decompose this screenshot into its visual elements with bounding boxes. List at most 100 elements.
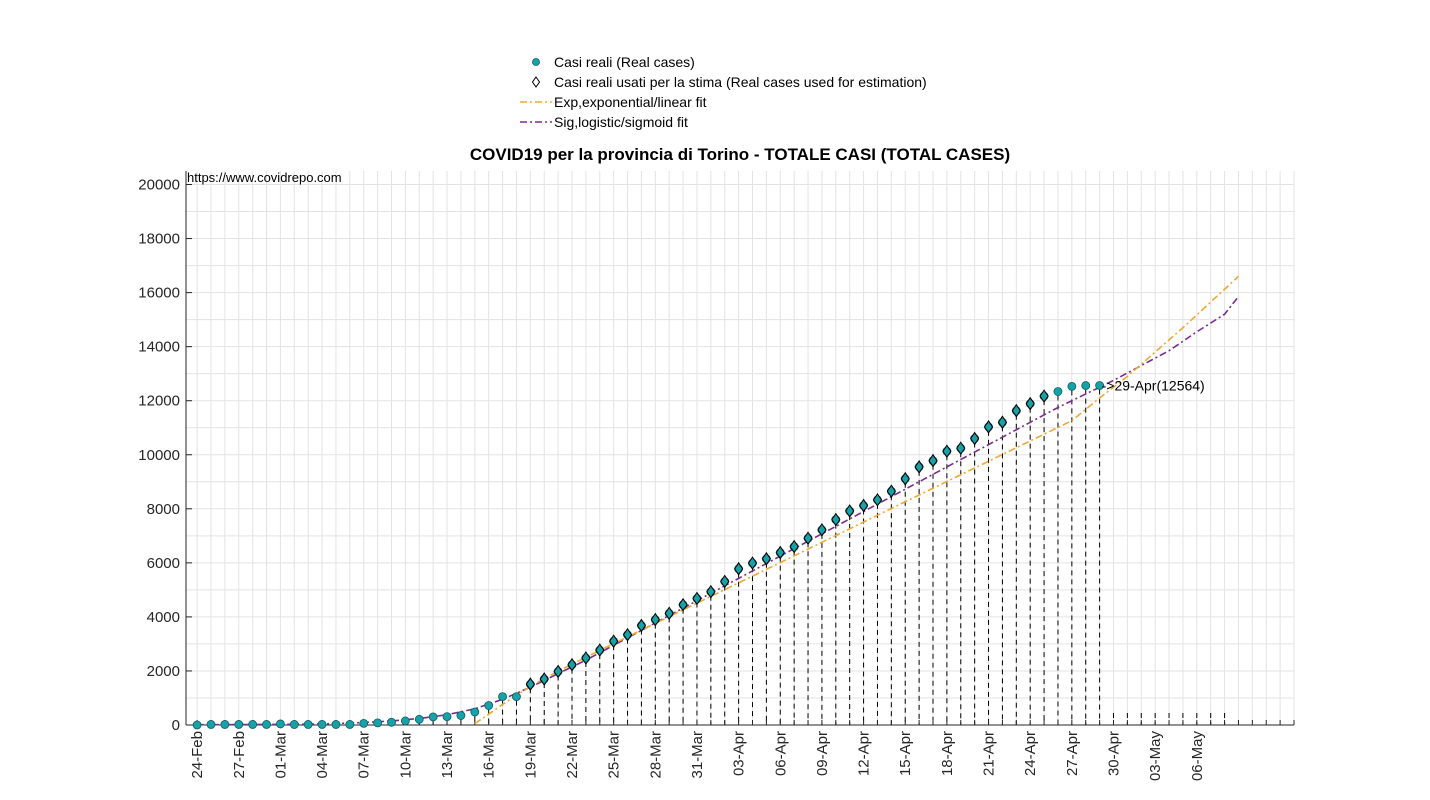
estimation-point — [1039, 389, 1049, 404]
estimation-point — [845, 504, 855, 518]
real-case-point — [512, 692, 521, 702]
real-case-point — [248, 720, 258, 729]
real-case-point — [206, 720, 216, 729]
estimation-point — [872, 492, 883, 507]
estimation-point — [956, 441, 966, 456]
real-case-point — [262, 720, 271, 729]
estimation-point — [706, 584, 716, 599]
y-tick-label: 14000 — [138, 339, 180, 356]
real-case-point — [414, 714, 424, 724]
legend-label: Casi reali (Real cases) — [554, 54, 695, 70]
estimation-point — [636, 618, 647, 633]
real-case-point — [234, 720, 244, 729]
estimation-point — [914, 460, 924, 474]
estimation-point — [831, 512, 841, 527]
estimation-point — [1011, 403, 1021, 418]
y-tick-label: 12000 — [138, 393, 180, 410]
estimation-point — [942, 444, 952, 459]
x-tick-label: 22-Mar — [564, 731, 581, 779]
legend-item: Exp,exponential/linear fit — [520, 94, 707, 110]
estimation-point — [1025, 396, 1035, 411]
real-case-point — [1081, 381, 1091, 390]
y-tick-label: 2000 — [147, 663, 180, 680]
real-case-point — [331, 720, 341, 729]
y-tick-label: 20000 — [138, 177, 180, 194]
x-tick-label: 16-Mar — [481, 731, 498, 779]
real-case-point — [317, 720, 327, 729]
estimation-point — [858, 498, 869, 513]
estimation-point — [817, 522, 827, 537]
x-tick-label: 07-Mar — [356, 731, 373, 779]
real-case-point — [276, 719, 285, 729]
x-tick-label: 10-Mar — [397, 731, 414, 779]
estimation-point — [678, 597, 688, 612]
estimation-point — [553, 664, 563, 679]
real-case-point — [192, 720, 202, 730]
real-case-point — [1095, 381, 1105, 390]
x-tick-label: 18-Apr — [939, 731, 956, 776]
x-tick-label: 09-Apr — [814, 731, 831, 776]
estimation-point — [775, 545, 785, 560]
y-tick-label: 16000 — [138, 285, 180, 302]
annotation-label: ->29-Apr(12564) — [1102, 377, 1205, 393]
estimation-point — [567, 657, 577, 672]
estimation-point — [581, 651, 591, 665]
x-tick-label: 12-Apr — [856, 731, 873, 776]
real-case-point — [442, 712, 452, 722]
x-tick-label: 03-May — [1147, 731, 1164, 782]
estimation-point — [803, 531, 813, 546]
real-case-point — [220, 720, 230, 729]
x-tick-label: 31-Mar — [689, 731, 706, 779]
estimation-point — [734, 561, 744, 576]
x-tick-label: 15-Apr — [897, 731, 914, 776]
sig-fit-line — [197, 296, 1240, 726]
droplines — [196, 389, 1226, 729]
y-tick-label: 10000 — [138, 447, 180, 464]
y-tick-label: 4000 — [147, 609, 180, 626]
legend-marker-estimation — [531, 76, 541, 88]
estimation-point — [997, 415, 1008, 430]
fit-lines — [197, 275, 1240, 726]
x-tick-label: 27-Feb — [231, 731, 248, 779]
x-tick-label: 03-Apr — [731, 731, 748, 776]
grid — [186, 171, 1295, 726]
legend-label: Exp,exponential/linear fit — [554, 94, 707, 110]
legend-item: Casi reali usati per la stima (Real case… — [531, 74, 927, 90]
estimation-point — [970, 431, 980, 446]
x-tick-label: 21-Apr — [981, 731, 998, 776]
x-tick-label: 13-Mar — [439, 731, 456, 779]
x-tick-label: 01-Mar — [272, 731, 289, 779]
estimation-point — [650, 612, 660, 627]
estimation-point — [692, 591, 702, 606]
y-tick-label: 8000 — [147, 501, 180, 518]
y-tick-label: 18000 — [138, 231, 180, 248]
real-case-point — [498, 692, 507, 702]
x-tick-label: 04-Mar — [314, 731, 331, 779]
real-case-point — [1067, 381, 1077, 391]
annotation: ->29-Apr(12564) — [1102, 377, 1205, 393]
estimation-point — [886, 484, 896, 499]
estimation-point — [664, 606, 674, 621]
estimation-point — [539, 672, 549, 686]
y-tick-label: 0 — [172, 717, 180, 734]
x-tick-label: 06-May — [1189, 731, 1206, 782]
estimation-point — [983, 420, 994, 434]
estimation-point — [928, 453, 938, 468]
real-case-point — [400, 716, 410, 726]
y-tick-label: 6000 — [147, 555, 180, 572]
x-tick-label: 24-Apr — [1022, 731, 1039, 776]
estimation-point — [609, 634, 619, 649]
real-case-point — [345, 720, 355, 729]
legend-label: Sig,logistic/sigmoid fit — [554, 114, 688, 130]
real-case-point — [387, 717, 396, 727]
estimation-point — [900, 471, 910, 486]
real-case-point — [303, 720, 313, 729]
x-tick-label: 27-Apr — [1064, 731, 1081, 776]
estimation-point — [747, 556, 758, 571]
real-case-point — [1053, 387, 1063, 396]
legend-label: Casi reali usati per la stima (Real case… — [554, 74, 927, 90]
x-tick-label: 19-Mar — [522, 731, 539, 779]
x-tick-label: 24-Feb — [189, 731, 206, 779]
estimation-point — [595, 643, 605, 658]
